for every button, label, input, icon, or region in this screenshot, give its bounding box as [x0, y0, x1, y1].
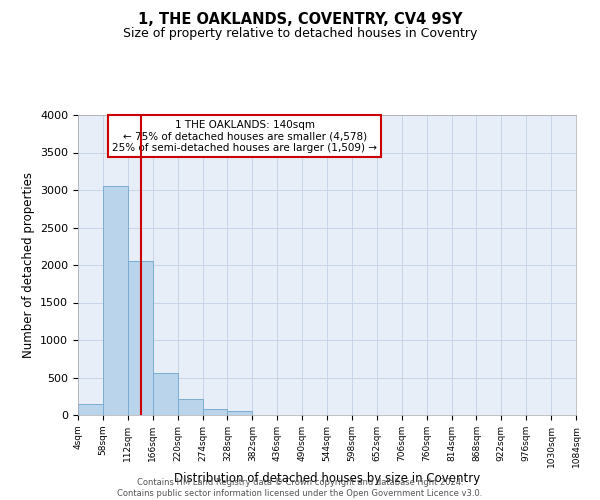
Bar	[78, 404, 103, 415]
Text: 1, THE OAKLANDS, COVENTRY, CV4 9SY: 1, THE OAKLANDS, COVENTRY, CV4 9SY	[138, 12, 462, 28]
Text: 1 THE OAKLANDS: 140sqm
← 75% of detached houses are smaller (4,578)
25% of semi-: 1 THE OAKLANDS: 140sqm ← 75% of detached…	[112, 120, 377, 152]
Bar	[128, 260, 152, 415]
Bar	[103, 186, 128, 415]
Text: Contains HM Land Registry data © Crown copyright and database right 2024.
Contai: Contains HM Land Registry data © Crown c…	[118, 478, 482, 498]
Bar	[227, 411, 252, 415]
Y-axis label: Number of detached properties: Number of detached properties	[22, 172, 35, 358]
Bar	[178, 399, 203, 415]
Bar	[152, 373, 178, 415]
X-axis label: Distribution of detached houses by size in Coventry: Distribution of detached houses by size …	[174, 472, 480, 486]
Bar	[203, 410, 227, 415]
Text: Size of property relative to detached houses in Coventry: Size of property relative to detached ho…	[123, 28, 477, 40]
